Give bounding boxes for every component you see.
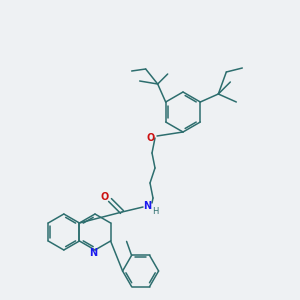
Text: N: N bbox=[143, 201, 151, 211]
Text: N: N bbox=[89, 248, 97, 258]
Text: O: O bbox=[147, 133, 155, 143]
Text: O: O bbox=[101, 192, 109, 202]
Text: H: H bbox=[152, 206, 158, 215]
